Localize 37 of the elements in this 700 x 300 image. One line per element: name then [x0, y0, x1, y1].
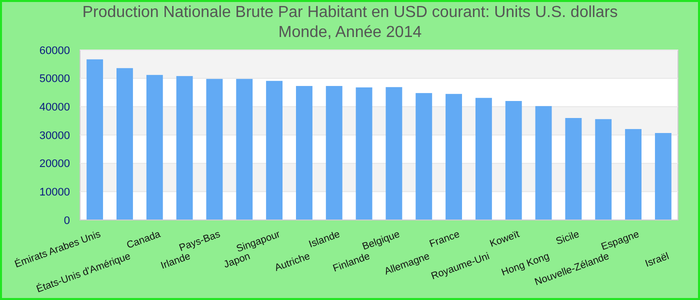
- bar: [535, 106, 552, 220]
- y-tick-label: 10000: [39, 186, 70, 199]
- y-tick-label: 20000: [39, 158, 70, 170]
- bar: [146, 74, 163, 220]
- bar: [505, 101, 522, 220]
- x-tick-label: Irlande: [159, 250, 192, 272]
- bar: [416, 93, 432, 220]
- chart-title: Production Nationale Brute Par Habitant en USD courant: Units U.S. dollars Monde, Année 2014: [82, 4, 618, 41]
- bar: [266, 80, 283, 220]
- bar: [86, 59, 104, 220]
- bar: [206, 78, 223, 220]
- bar: [116, 68, 133, 220]
- bar: [296, 86, 312, 220]
- bar: [654, 133, 672, 220]
- bar: [236, 78, 253, 220]
- bar: [595, 119, 612, 220]
- bar: [356, 87, 372, 220]
- bar: [386, 87, 402, 220]
- x-tick-label: Sicile: [554, 228, 582, 248]
- bar: [446, 94, 462, 220]
- x-tick-label: Islande: [307, 228, 342, 250]
- bar: [475, 98, 492, 220]
- y-tick-label: 0: [64, 214, 70, 227]
- x-tick-label: Autriche: [273, 250, 312, 274]
- y-tick-label: 50000: [39, 73, 70, 86]
- bar: [625, 129, 642, 220]
- x-tick-label: France: [428, 228, 462, 250]
- bar: [565, 118, 582, 220]
- x-tick-label: Israël: [644, 251, 671, 270]
- y-tick-label: 40000: [39, 102, 70, 114]
- y-tick-label: 60000: [39, 44, 70, 57]
- x-tick-label: Canada: [125, 228, 162, 252]
- bar: [176, 76, 193, 220]
- y-tick-label: 30000: [39, 130, 70, 142]
- x-tick-label: Japon: [222, 251, 252, 271]
- x-tick-label: Koweït: [488, 228, 522, 250]
- bar: [326, 86, 342, 220]
